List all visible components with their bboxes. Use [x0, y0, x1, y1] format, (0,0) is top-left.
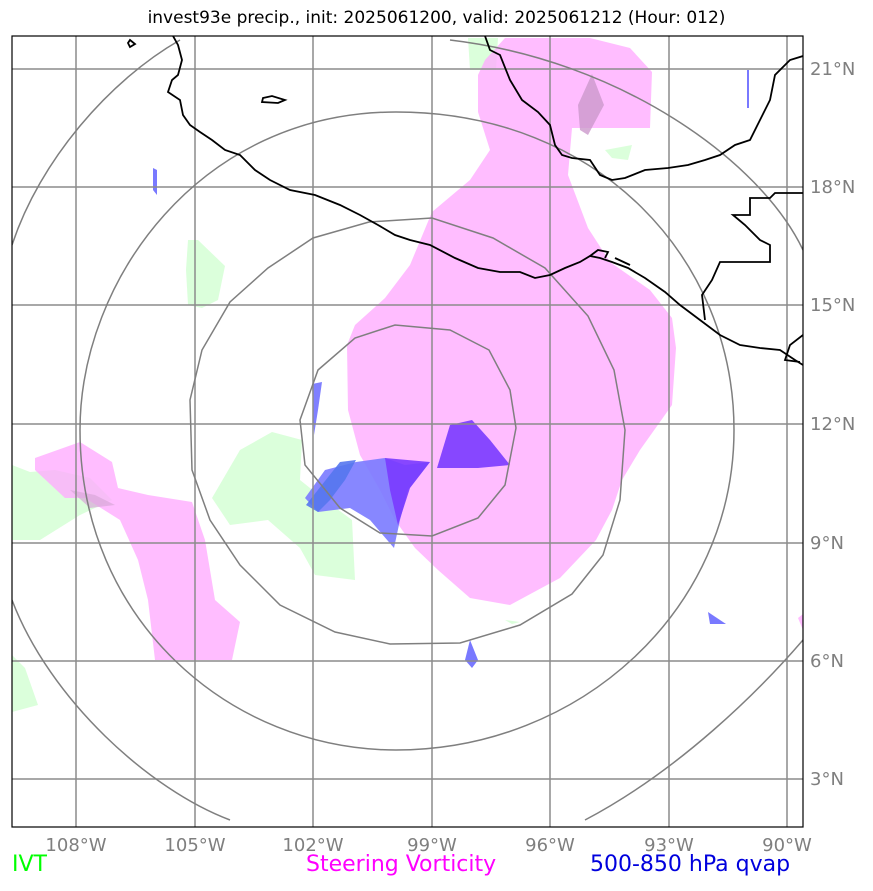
legend-ivt: IVT [12, 852, 47, 877]
lon-label: 99°W [407, 835, 457, 856]
lat-label: 18°N [810, 177, 855, 198]
legend-qvap: 500-850 hPa qvap [590, 852, 791, 877]
range-rings [12, 39, 803, 821]
graticule [12, 36, 803, 827]
lon-label: 102°W [282, 835, 343, 856]
longitude-labels: 108°W 105°W 102°W 99°W 96°W 93°W 90°W [45, 835, 812, 856]
lat-label: 12°N [810, 414, 855, 435]
lon-label: 93°W [644, 835, 694, 856]
lat-label: 9°N [810, 533, 844, 554]
lat-label: 6°N [810, 651, 844, 672]
map-title: invest93e precip., init: 2025061200, val… [147, 8, 726, 28]
legend-vorticity: Steering Vorticity [306, 852, 497, 877]
lon-label: 96°W [525, 835, 575, 856]
latitude-labels: 21°N 18°N 15°N 12°N 9°N 6°N 3°N [810, 59, 855, 790]
lon-label: 108°W [45, 835, 106, 856]
qvap-shading [153, 70, 749, 668]
lon-label: 105°W [164, 835, 225, 856]
lat-label: 3°N [810, 769, 844, 790]
overlap-shading-2 [70, 490, 115, 508]
overlap-shading [578, 74, 604, 135]
lat-label: 21°N [810, 59, 855, 80]
vorticity-shading [35, 38, 803, 660]
lat-label: 15°N [810, 295, 855, 316]
lon-label: 90°W [762, 835, 812, 856]
map-frame [11, 35, 804, 828]
coastline [126, 36, 803, 366]
